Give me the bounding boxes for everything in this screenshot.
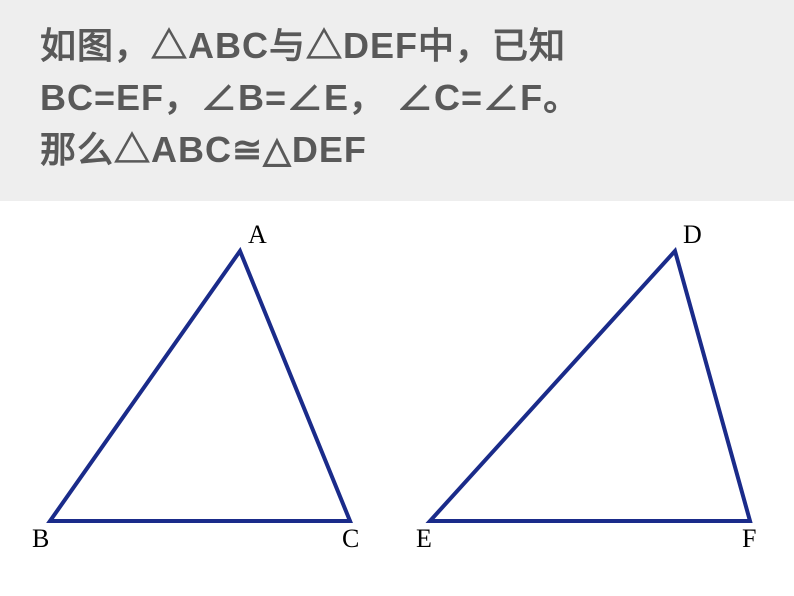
- triangle-abc: A B C: [30, 211, 390, 561]
- triangle-abc-shape: [50, 251, 350, 521]
- problem-text-block: 如图，△ABC与△DEF中，已知 BC=EF，∠B=∠E， ∠C=∠F。 那么△…: [0, 0, 794, 201]
- triangle-def-shape: [430, 251, 750, 521]
- vertex-label-f: F: [742, 524, 756, 553]
- triangle-def: D E F: [410, 211, 770, 561]
- vertex-label-c: C: [342, 524, 359, 553]
- diagram-area: A B C D E F: [0, 201, 794, 581]
- vertex-label-a: A: [248, 220, 267, 249]
- vertex-label-d: D: [683, 220, 702, 249]
- problem-line-3: 那么△ABC≅△DEF: [40, 124, 764, 176]
- vertex-label-b: B: [32, 524, 49, 553]
- problem-line-1: 如图，△ABC与△DEF中，已知: [40, 20, 764, 72]
- vertex-label-e: E: [416, 524, 432, 553]
- problem-line-2: BC=EF，∠B=∠E， ∠C=∠F。: [40, 72, 764, 124]
